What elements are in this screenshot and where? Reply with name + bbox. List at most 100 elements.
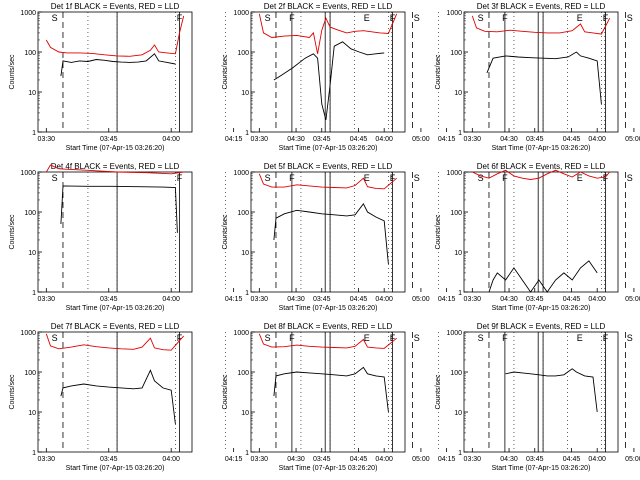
plot-frame xyxy=(463,171,619,293)
marker-letter: S xyxy=(414,333,420,343)
y-axis-label: Counts/sec xyxy=(222,54,229,90)
marker-letter: S xyxy=(52,173,58,183)
y-axis-label: Counts/sec xyxy=(222,214,229,250)
y-tick-label: 10 xyxy=(241,250,249,257)
x-tick-label: 04:15 xyxy=(225,296,243,303)
y-tick-label: 1000 xyxy=(233,10,249,17)
y-tick-label: 1000 xyxy=(446,330,462,337)
y-axis-label: Counts/sec xyxy=(435,54,442,90)
x-tick-label: 04:45 xyxy=(350,296,368,303)
y-tick-label: 10 xyxy=(241,90,249,97)
x-tick-label: 03:30 xyxy=(251,136,269,143)
plot-frame xyxy=(37,171,193,293)
marker-letter: S xyxy=(52,333,58,343)
y-tick-label: 10 xyxy=(28,250,36,257)
x-axis-label: Start Time (07-Apr-15 03:26:20) xyxy=(66,305,165,312)
x-tick-label: 04:00 xyxy=(588,296,606,303)
marker-letter: F xyxy=(390,333,396,343)
marker-letter: F xyxy=(603,333,609,343)
marker-letter: F xyxy=(390,173,396,183)
x-tick-label: 05:00 xyxy=(625,456,640,463)
events-series-line xyxy=(60,369,176,425)
x-tick-label: 03:30 xyxy=(464,456,482,463)
panel-title: Det 7f BLACK = Events, RED = LLD xyxy=(51,322,180,331)
marker-letter: S xyxy=(627,173,633,183)
y-tick-label: 10 xyxy=(241,410,249,417)
x-tick-label: 04:30 xyxy=(287,456,305,463)
x-tick-label: 04:00 xyxy=(588,456,606,463)
plot-frame xyxy=(250,171,406,293)
y-tick-label: 1000 xyxy=(20,170,36,177)
x-tick-label: 03:45 xyxy=(100,296,118,303)
panel-title: Det 3f BLACK = Events, RED = LLD xyxy=(477,2,606,11)
y-tick-label: 1 xyxy=(32,290,36,297)
y-tick-label: 1000 xyxy=(20,10,36,17)
marker-letter: S xyxy=(627,13,633,23)
y-tick-label: 1 xyxy=(245,130,249,137)
marker-letter: F xyxy=(502,173,508,183)
lld-series-line xyxy=(258,13,398,54)
x-tick-label: 04:45 xyxy=(563,136,581,143)
x-tick-label: 03:45 xyxy=(313,136,331,143)
lld-series-line xyxy=(45,164,184,175)
y-tick-label: 1000 xyxy=(233,170,249,177)
y-axis-label: Counts/sec xyxy=(9,374,16,410)
events-series-line xyxy=(60,185,178,233)
x-tick-label: 04:15 xyxy=(438,136,456,143)
marker-letter: S xyxy=(265,333,271,343)
events-series-line xyxy=(273,202,389,265)
y-tick-label: 100 xyxy=(24,210,36,217)
y-tick-label: 100 xyxy=(450,210,462,217)
y-axis-label: Counts/sec xyxy=(435,214,442,250)
marker-letter: F xyxy=(289,173,295,183)
panel-5: Det 5f BLACK = Events, RED = LLD11010010… xyxy=(222,162,640,312)
marker-letter: E xyxy=(364,333,370,343)
x-tick-label: 03:30 xyxy=(251,296,269,303)
lld-series-line xyxy=(258,333,397,349)
plot-frame xyxy=(37,331,193,453)
lld-series-line xyxy=(45,333,185,351)
y-tick-label: 1 xyxy=(245,450,249,457)
events-series-line xyxy=(488,260,598,293)
panel-7: Det 7f BLACK = Events, RED = LLD11010010… xyxy=(9,322,430,472)
marker-letter: S xyxy=(265,13,271,23)
panel-4: Det 4f BLACK = Events, RED = LLD11010010… xyxy=(9,162,430,312)
plot-frame xyxy=(463,11,619,133)
panel-title: Det 4f BLACK = Events, RED = LLD xyxy=(51,162,180,171)
x-tick-label: 04:30 xyxy=(287,136,305,143)
lld-series-line xyxy=(258,173,397,190)
x-tick-label: 05:00 xyxy=(625,136,640,143)
x-tick-label: 04:45 xyxy=(350,136,368,143)
events-series-line xyxy=(60,53,176,77)
x-tick-label: 03:45 xyxy=(526,136,544,143)
marker-letter: F xyxy=(502,333,508,343)
y-tick-label: 1 xyxy=(458,130,462,137)
x-tick-label: 04:00 xyxy=(375,136,393,143)
x-tick-label: 03:30 xyxy=(38,136,56,143)
x-tick-label: 04:15 xyxy=(225,456,243,463)
marker-letter: S xyxy=(414,173,420,183)
marker-letter: E xyxy=(577,333,583,343)
marker-letter: S xyxy=(478,13,484,23)
x-tick-label: 03:45 xyxy=(526,296,544,303)
x-axis-label: Start Time (07-Apr-15 03:26:20) xyxy=(66,145,165,152)
x-tick-label: 03:45 xyxy=(100,136,118,143)
y-tick-label: 1000 xyxy=(446,10,462,17)
x-axis-label: Start Time (07-Apr-15 03:26:20) xyxy=(492,305,591,312)
panel-title: Det 1f BLACK = Events, RED = LLD xyxy=(51,2,180,11)
x-tick-label: 03:30 xyxy=(464,136,482,143)
y-tick-label: 1 xyxy=(245,290,249,297)
marker-letter: F xyxy=(603,173,609,183)
x-tick-label: 04:30 xyxy=(500,136,518,143)
x-tick-label: 05:00 xyxy=(412,296,430,303)
marker-letter: S xyxy=(52,13,58,23)
y-tick-label: 100 xyxy=(237,50,249,57)
x-tick-label: 04:45 xyxy=(563,296,581,303)
x-tick-label: 03:30 xyxy=(38,456,56,463)
marker-letter: F xyxy=(390,13,396,23)
marker-letter: F xyxy=(289,13,295,23)
y-tick-label: 10 xyxy=(454,410,462,417)
x-tick-label: 04:00 xyxy=(588,136,606,143)
x-tick-label: 05:00 xyxy=(412,456,430,463)
